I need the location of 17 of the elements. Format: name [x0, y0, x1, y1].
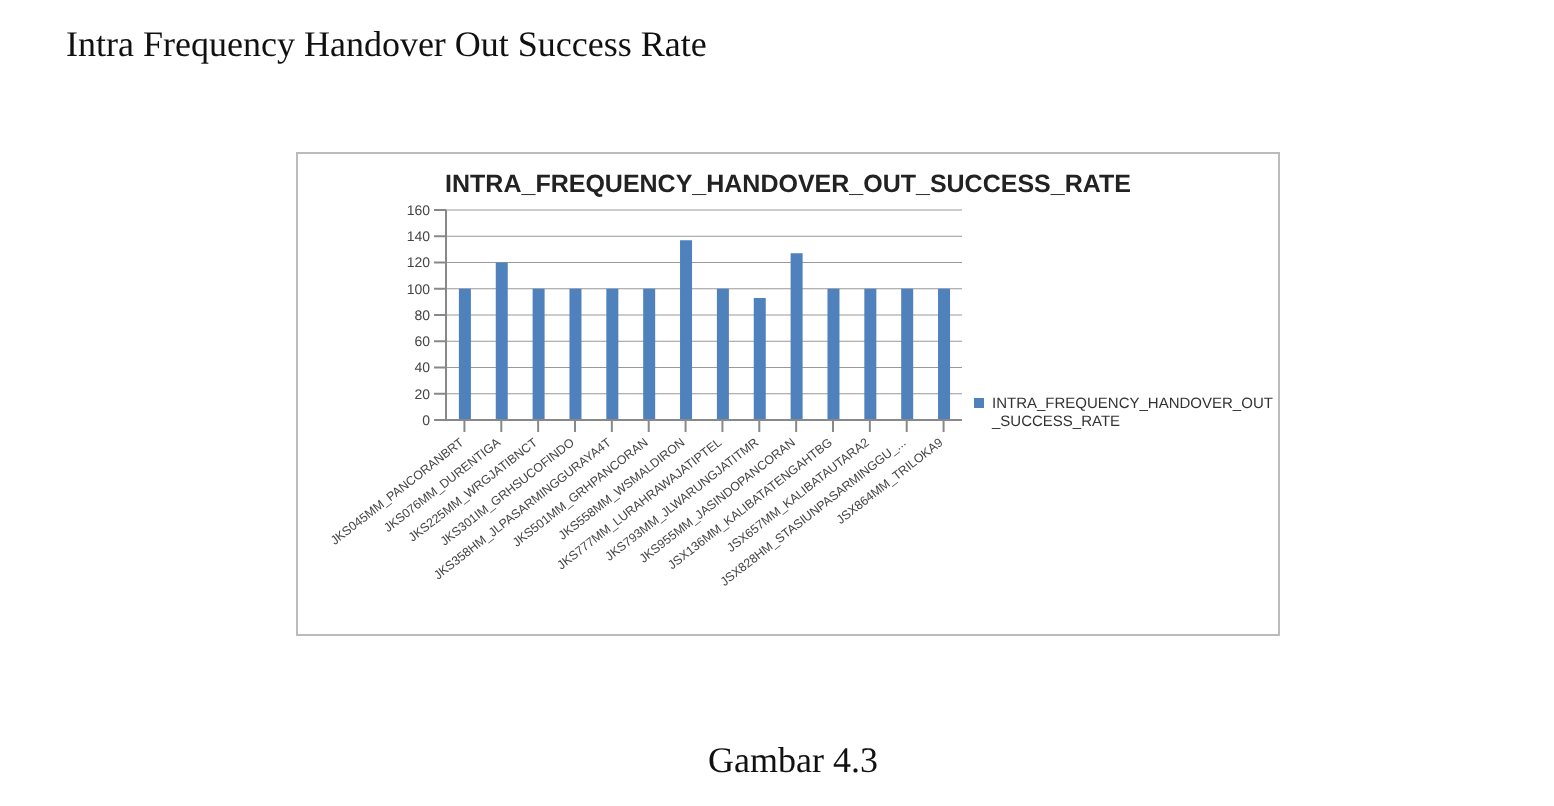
bar — [827, 288, 840, 420]
bar — [790, 253, 803, 420]
bar — [901, 288, 914, 420]
bar — [643, 288, 656, 420]
text: Gambar 4.3 — [706, 740, 880, 782]
bar — [938, 288, 951, 420]
bar — [680, 240, 693, 420]
bar — [716, 288, 729, 420]
bar — [458, 288, 471, 420]
bar — [753, 297, 766, 420]
chart-title: INTRA_FREQUENCY_HANDOVER_OUT_SUCCESS_RATE — [443, 170, 1133, 198]
bar — [532, 288, 545, 420]
bar — [495, 262, 508, 420]
bar — [606, 288, 619, 420]
bar — [569, 288, 582, 420]
bar — [864, 288, 877, 420]
text: Intra Frequency Handover Out Success Rate — [66, 24, 707, 66]
